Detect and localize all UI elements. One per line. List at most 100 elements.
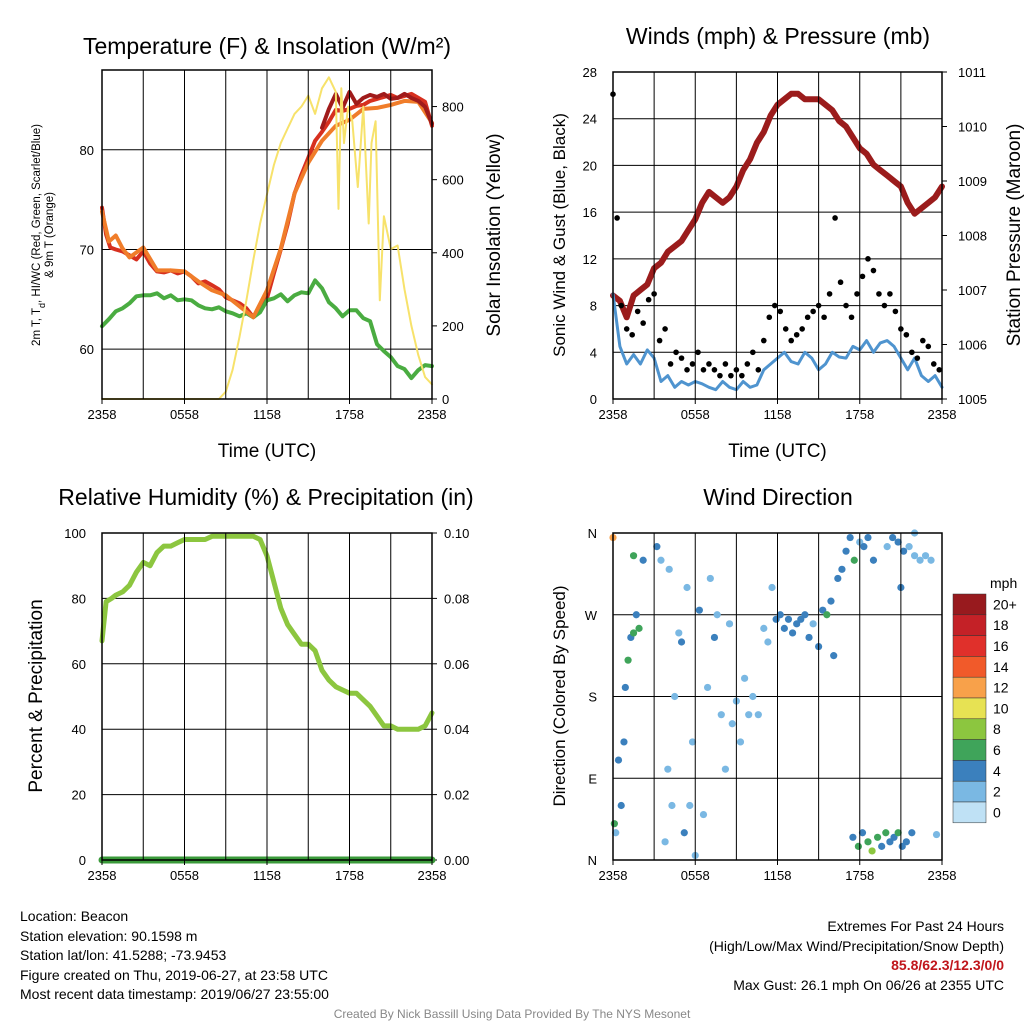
- series-line-9m-t: [100, 98, 434, 320]
- direction-point: [721, 765, 730, 773]
- gust-point: [706, 361, 712, 367]
- humidity-precip-panel: Relative Humidity (%) & Precipitation (i…: [26, 484, 474, 883]
- direction-point: [612, 829, 620, 837]
- direction-point: [695, 606, 703, 614]
- y-axis-label: Sonic Wind & Gust (Blue, Black): [550, 113, 569, 357]
- gust-point: [739, 372, 745, 379]
- legend-label: 16: [993, 638, 1009, 654]
- y-tick-label: 40: [72, 722, 86, 737]
- direction-point: [668, 801, 676, 810]
- gust-point: [848, 314, 855, 321]
- x-tick-label: 1758: [845, 868, 874, 883]
- legend-swatch: [952, 635, 987, 657]
- x-axis-label: Time (UTC): [218, 441, 317, 462]
- legend-swatch: [952, 697, 987, 720]
- direction-point: [916, 556, 924, 564]
- y-tick-label: 80: [72, 591, 86, 606]
- y-tick-label: 100: [64, 526, 86, 541]
- gust-point: [777, 308, 784, 315]
- wind-pressure-panel: Winds (mph) & Pressure (mb) 0 4 8 12 16 20 24 28…: [550, 23, 1024, 462]
- gust-point: [920, 337, 926, 344]
- y-axis-label-line1-rest: , HI/WC (Red, Green, Scarlet/Blue): [31, 124, 43, 303]
- y-tick-label: W: [585, 608, 598, 623]
- direction-point: [805, 633, 813, 642]
- gust-point: [634, 308, 641, 315]
- gust-point: [755, 367, 762, 373]
- direction-point: [902, 838, 910, 846]
- y2-tick-label: 400: [442, 246, 464, 261]
- y2-tick-label: 0: [442, 392, 449, 407]
- direction-point: [894, 829, 902, 837]
- direction-point: [741, 674, 749, 682]
- y2-tick-label: 1008: [958, 229, 987, 244]
- x-tick-label: 2358: [418, 407, 447, 422]
- direction-point: [864, 533, 872, 542]
- gust-point: [760, 337, 767, 344]
- y2-tick-label: 0.08: [444, 591, 469, 606]
- direction-point: [621, 683, 629, 692]
- direction-point: [671, 692, 679, 701]
- legend-swatch: [952, 760, 987, 782]
- direction-point: [686, 801, 694, 810]
- direction-point: [834, 574, 842, 583]
- direction-point: [620, 738, 628, 746]
- credit-line: Created By Nick Bassill Using Data Provi…: [333, 1007, 691, 1021]
- y-tick-label: N: [588, 526, 597, 541]
- gust-point: [711, 367, 718, 373]
- direction-point: [854, 842, 862, 850]
- legend-label: 8: [993, 721, 1001, 737]
- x-tick-label: 2358: [599, 868, 628, 883]
- legend-label: 18: [993, 617, 1009, 633]
- direction-point: [760, 624, 768, 632]
- gust-point: [645, 296, 652, 303]
- y2-tick-label: 0.06: [444, 657, 469, 672]
- gust-point: [793, 331, 800, 338]
- chart-title: Winds (mph) & Pressure (mb): [626, 23, 930, 49]
- gust-point: [854, 291, 860, 297]
- direction-point: [624, 656, 632, 664]
- gust-point: [876, 291, 882, 297]
- y2-tick-label: 1006: [958, 338, 987, 353]
- y-tick-label: 8: [590, 299, 597, 314]
- y2-tick-label: 0.00: [444, 853, 469, 868]
- direction-point: [910, 552, 919, 560]
- y2-tick-label: 800: [442, 100, 464, 115]
- gust-point: [766, 314, 773, 321]
- direction-point: [908, 829, 916, 837]
- figure-created: Figure created on Thu, 2019-06-27, at 23…: [20, 966, 328, 983]
- gust-point: [881, 302, 888, 309]
- direction-point: [889, 533, 897, 542]
- y2-axis-label: Station Pressure (Maroon): [1004, 124, 1024, 347]
- gust-point: [684, 367, 690, 373]
- gust-point: [843, 302, 849, 309]
- y-tick-label: 60: [80, 342, 94, 357]
- legend-swatch: [952, 656, 987, 678]
- gust-point: [678, 355, 685, 361]
- direction-point: [768, 583, 776, 592]
- gust-point: [887, 291, 893, 297]
- extremes-heading: Extremes For Past 24 Hours: [827, 918, 1004, 934]
- y-tick-label: 80: [80, 143, 94, 158]
- y2-tick-label: 200: [442, 319, 464, 334]
- direction-point: [706, 574, 714, 583]
- direction-point: [860, 543, 868, 551]
- legend-label: 2: [993, 784, 1001, 800]
- chart-title: Temperature (F) & Insolation (W/m²): [83, 33, 451, 59]
- legend-label: 10: [993, 700, 1009, 716]
- x-tick-label: 1158: [764, 407, 792, 422]
- direction-point: [827, 597, 835, 605]
- direction-point: [725, 620, 734, 628]
- y-axis-label: 2m T, Td, HI/WC (Red, Green, Scarlet/Blu…: [31, 124, 56, 346]
- max-gust: Max Gust: 26.1 mph On 06/26 at 2355 UTC: [733, 976, 1004, 993]
- direction-point: [932, 830, 941, 839]
- legend-swatch: [952, 801, 987, 824]
- y-tick-label: 28: [583, 65, 597, 80]
- y2-axis-label: Solar Insolation (Yellow): [484, 133, 505, 336]
- legend-label: 14: [993, 659, 1009, 675]
- gust-point: [623, 326, 630, 332]
- x-tick-label: 2358: [88, 868, 117, 883]
- x-tick-label: 2358: [88, 407, 117, 422]
- extremes-block: Extremes For Past 24 Hours (High/Low/Max…: [709, 917, 1004, 995]
- y-tick-label: N: [588, 853, 597, 868]
